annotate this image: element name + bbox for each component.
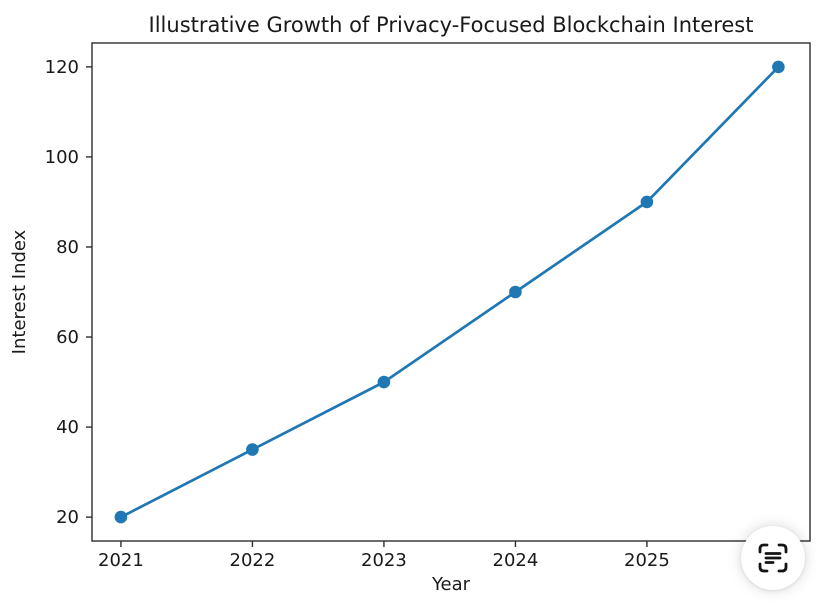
y-axis-label: Interest Index: [9, 229, 30, 354]
data-point: [509, 285, 522, 299]
x-tick-label: 2024: [493, 550, 539, 571]
live-text-button[interactable]: [741, 526, 805, 590]
x-tick-label: 2025: [624, 550, 670, 571]
viewfinder-corner-bl: [758, 562, 769, 573]
plot-frame: [91, 42, 811, 542]
y-tick-label: 100: [45, 147, 79, 168]
x-tick-label: 2023: [361, 550, 407, 571]
y-tick-label: 60: [56, 327, 79, 348]
viewfinder-corner-br: [777, 562, 788, 573]
data-point: [246, 443, 259, 456]
x-axis: 202120222023202420252026: [98, 541, 801, 571]
viewfinder-corner-tl: [758, 543, 769, 554]
series-line: [119, 65, 780, 519]
y-tick-label: 20: [56, 507, 79, 528]
data-point: [114, 510, 128, 524]
y-tick-label: 80: [56, 237, 79, 258]
y-axis: 20 40 60 80 100 120: [45, 57, 92, 528]
chart-title: Illustrative Growth of Privacy-Focused B…: [149, 13, 754, 37]
x-axis-label: Year: [431, 574, 471, 595]
data-point: [640, 195, 654, 209]
viewfinder-corner-tr: [777, 543, 788, 554]
live-text-scan-icon: [758, 543, 788, 573]
x-tick-label: 2021: [98, 550, 144, 571]
x-tick-label: 2022: [230, 550, 276, 571]
y-tick-label: 120: [45, 57, 79, 78]
data-point: [377, 375, 391, 389]
y-tick-label: 40: [56, 417, 79, 438]
data-point: [772, 60, 785, 74]
series-group: [114, 60, 785, 524]
